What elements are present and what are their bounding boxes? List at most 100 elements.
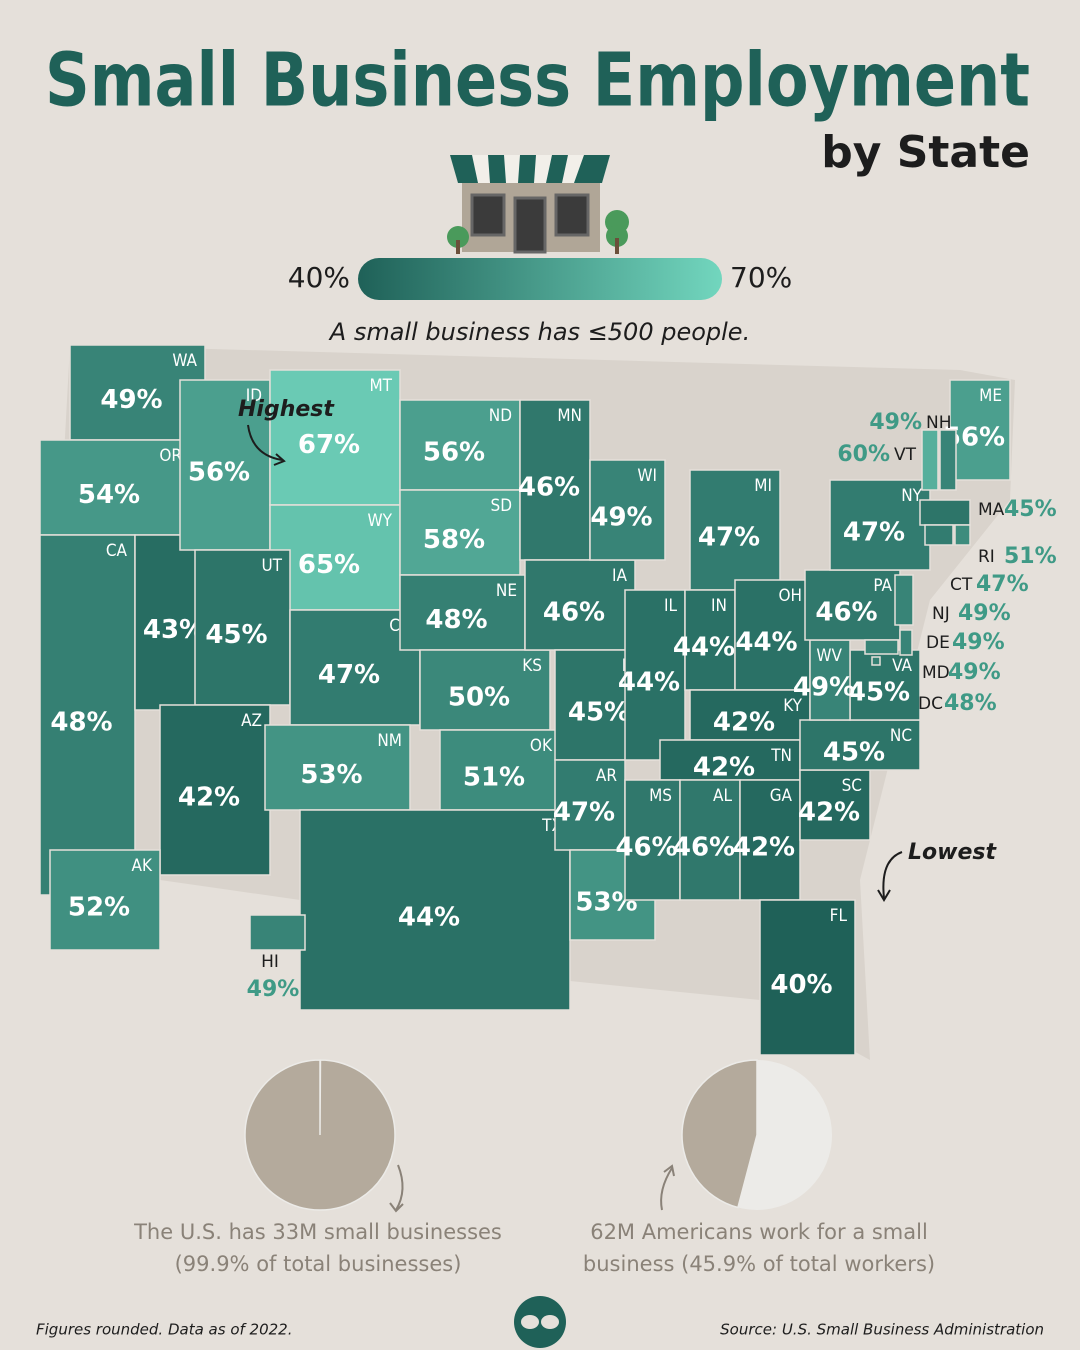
state-value: 60% bbox=[837, 442, 890, 467]
state bbox=[679, 779, 741, 901]
state-abbr: GA bbox=[770, 786, 793, 806]
state bbox=[684, 589, 736, 691]
state-value: 47% bbox=[698, 523, 760, 553]
state bbox=[399, 574, 526, 651]
state-value: 45% bbox=[568, 698, 630, 728]
state-value: 49% bbox=[590, 503, 652, 533]
pie-slice bbox=[244, 1059, 396, 1211]
state-abbr: AZ bbox=[241, 711, 262, 731]
state-abbr: CA bbox=[106, 541, 128, 561]
pie-slice bbox=[681, 1059, 758, 1209]
state-abbr: IN bbox=[711, 596, 727, 616]
store-icon bbox=[447, 155, 629, 254]
state-value: 40% bbox=[770, 970, 832, 1000]
state-abbr: ND bbox=[489, 406, 512, 426]
state-abbr: WI bbox=[637, 466, 657, 486]
state-abbr: OR bbox=[159, 446, 182, 466]
arrow-head bbox=[877, 889, 891, 902]
state-value: 44% bbox=[398, 903, 460, 933]
state-abbr: DC bbox=[918, 694, 943, 714]
source: Source: U.S. Small Business Administrati… bbox=[720, 1321, 1044, 1339]
state bbox=[269, 369, 401, 506]
map: WA49%OR54%CA48%NV43%ID56%MT67%WY65%UT45%… bbox=[39, 344, 1057, 1060]
footnote: Figures rounded. Data as of 2022. bbox=[36, 1321, 293, 1339]
state-abbr: MI bbox=[754, 476, 772, 496]
state-abbr: NM bbox=[377, 731, 402, 751]
state bbox=[249, 914, 306, 951]
state bbox=[899, 629, 913, 656]
arrow-head bbox=[389, 1202, 404, 1213]
state bbox=[804, 569, 901, 641]
state-value: 45% bbox=[1004, 497, 1057, 522]
state-value: 51% bbox=[463, 763, 525, 793]
state-value: 65% bbox=[298, 550, 360, 580]
state-abbr: IA bbox=[612, 566, 628, 586]
state-abbr: CT bbox=[950, 575, 973, 595]
stat-caption: (99.9% of total businesses) bbox=[175, 1252, 462, 1276]
state-abbr: AL bbox=[713, 786, 732, 806]
state bbox=[194, 549, 291, 706]
state bbox=[809, 639, 851, 721]
state-value: 46% bbox=[673, 833, 735, 863]
state-value: 44% bbox=[673, 633, 735, 663]
state bbox=[894, 574, 914, 626]
state bbox=[924, 524, 954, 546]
state-value: 49% bbox=[958, 601, 1011, 626]
state-abbr: NE bbox=[496, 581, 517, 601]
state-value: 47% bbox=[843, 518, 905, 548]
state-value: 45% bbox=[823, 738, 885, 768]
arrow bbox=[395, 1164, 404, 1211]
state bbox=[864, 639, 899, 655]
state-value: 56% bbox=[423, 438, 485, 468]
state bbox=[759, 899, 856, 1056]
state-abbr: UT bbox=[261, 556, 282, 576]
state-value: 48% bbox=[50, 708, 112, 738]
state-abbr: HI bbox=[261, 952, 279, 972]
state-abbr: AK bbox=[132, 856, 153, 876]
state bbox=[624, 779, 681, 901]
state bbox=[659, 739, 801, 781]
state bbox=[39, 439, 191, 536]
state-abbr: NJ bbox=[932, 604, 950, 624]
state bbox=[799, 769, 871, 841]
state-value: 49% bbox=[869, 410, 922, 435]
state bbox=[289, 609, 421, 726]
state bbox=[49, 849, 161, 951]
scale-max-label: 70% bbox=[730, 261, 792, 294]
state-abbr: TN bbox=[770, 746, 792, 766]
state-abbr: SD bbox=[491, 496, 513, 516]
stats: The U.S. has 33M small businesses (99.9% … bbox=[133, 1059, 935, 1276]
state-value: 46% bbox=[518, 473, 580, 503]
state-value: 44% bbox=[618, 668, 680, 698]
state-abbr: IL bbox=[664, 596, 678, 616]
state bbox=[624, 589, 686, 761]
state bbox=[299, 809, 571, 1011]
arrow bbox=[882, 851, 903, 899]
state-value: 48% bbox=[944, 691, 997, 716]
state-abbr: ID bbox=[246, 386, 262, 406]
state-abbr: WV bbox=[816, 646, 842, 666]
logo bbox=[514, 1296, 566, 1348]
state-abbr: KS bbox=[522, 656, 542, 676]
state-value: 58% bbox=[423, 525, 485, 555]
state-value: 42% bbox=[693, 753, 755, 783]
state-abbr: MA bbox=[978, 500, 1005, 520]
state-value: 50% bbox=[448, 683, 510, 713]
state-abbr: SC bbox=[842, 776, 862, 796]
arrow-head bbox=[663, 1164, 675, 1177]
state-value: 46% bbox=[615, 833, 677, 863]
state bbox=[39, 534, 136, 896]
state-abbr: ME bbox=[979, 386, 1002, 406]
state bbox=[734, 579, 811, 691]
state-abbr: MD bbox=[922, 663, 950, 683]
title: Small Business Employment bbox=[45, 38, 1030, 124]
state-abbr: VA bbox=[892, 656, 912, 676]
state-value: 42% bbox=[178, 783, 240, 813]
state-abbr: MT bbox=[369, 376, 392, 396]
state-abbr: KY bbox=[783, 696, 802, 716]
state-value: 42% bbox=[713, 708, 775, 738]
state-value: 54% bbox=[78, 480, 140, 510]
state bbox=[159, 704, 271, 876]
state-abbr: OK bbox=[530, 736, 553, 756]
